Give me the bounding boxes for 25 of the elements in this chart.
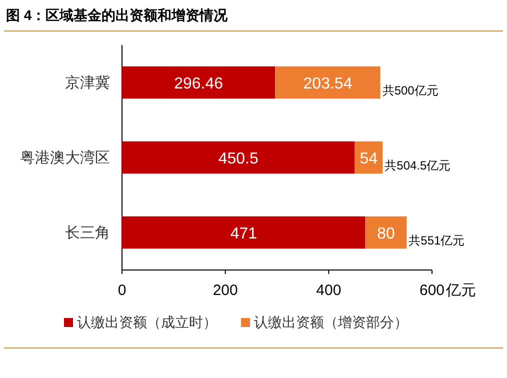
total-label: 共551亿元 [408,234,465,248]
data-label: 450.5 [218,150,258,168]
x-axis-title: 亿元 [445,282,476,299]
data-label: 296.46 [174,76,224,92]
y-tick-label: 长三角 [65,224,110,242]
chart-title: 图 4：区域基金的出资额和增资情况 [6,7,229,23]
data-label: 80 [377,226,396,242]
total-label: 共504.5亿元 [384,158,451,172]
bar [122,66,276,99]
y-tick-label: 粤港澳大湾区 [20,150,110,166]
legend-label: 认缴出资额（增资部分） [254,314,408,330]
data-label: 203.54 [303,76,352,92]
y-tick-label: 京津冀 [65,74,110,92]
x-tick-label: 200 [212,282,238,299]
x-tick-label: 400 [316,282,342,299]
legend-label: 认缴出资额（成立时） [77,314,217,330]
x-tick-label: 600 [419,282,445,299]
data-label: 54 [360,150,378,168]
bar [275,66,380,99]
bar [365,216,407,249]
total-label: 共500亿元 [382,84,438,98]
data-label: 471 [230,226,258,242]
bar [122,216,366,249]
bar [122,141,355,174]
x-tick-label: 0 [118,282,126,299]
